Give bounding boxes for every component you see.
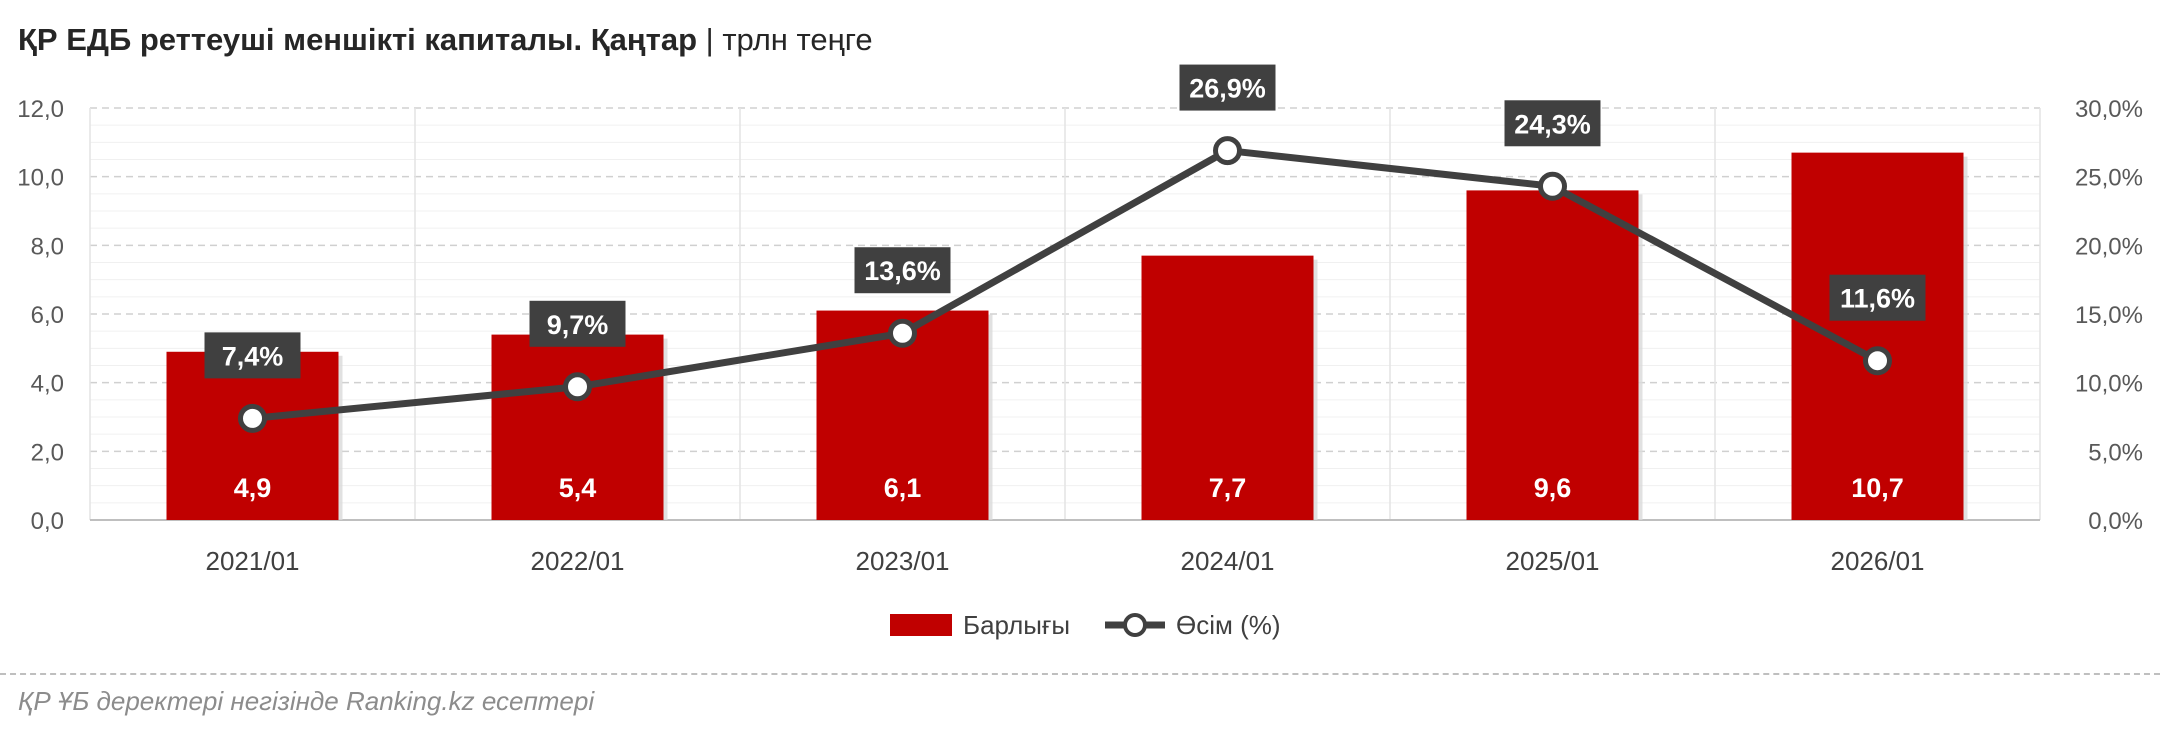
growth-point (1863, 346, 1892, 376)
y-right-tick-label: 25,0% (2075, 165, 2143, 192)
chart-title-row: ҚР ЕДБ реттеуші меншікті капиталы. Қаңта… (18, 22, 873, 58)
bar (166, 351, 339, 520)
growth-label-box (1504, 100, 1601, 147)
bar-value-label: 9,6 (1534, 473, 1572, 503)
growth-value-label: 26,9% (1189, 74, 1266, 104)
growth-point (1538, 171, 1567, 201)
x-tick-label: 2026/01 (1831, 546, 1925, 576)
title-separator: | (705, 22, 714, 57)
y-left-tick-label: 0,0 (31, 508, 64, 535)
source-note: ҚР ҰБ деректері негізінде Ranking.kz есе… (18, 686, 595, 716)
bar (1466, 190, 1639, 520)
y-right-tick-label: 20,0% (2075, 233, 2143, 260)
growth-label-box (1179, 64, 1276, 111)
growth-point (563, 372, 592, 402)
legend-bar-swatch (890, 614, 952, 636)
bar-value-label: 7,7 (1209, 473, 1247, 503)
growth-line (249, 147, 1881, 422)
y-right-tick-label: 10,0% (2075, 371, 2143, 398)
x-tick-label: 2021/01 (206, 546, 300, 576)
legend-line-marker (1123, 613, 1147, 637)
y-right-tick-label: 5,0% (2088, 439, 2143, 466)
y-right-tick-label: 15,0% (2075, 302, 2143, 329)
growth-label-box (529, 300, 626, 347)
growth-point (888, 318, 917, 348)
chart-title: ҚР ЕДБ реттеуші меншікті капиталы. Қаңта… (18, 22, 698, 57)
y-left-tick-label: 6,0 (31, 302, 64, 329)
growth-value-label: 7,4% (222, 341, 284, 371)
bar-value-label: 5,4 (559, 473, 597, 503)
legend-line-label: Өсім (%) (1176, 610, 1281, 640)
growth-label-box (204, 332, 301, 379)
y-left-tick-label: 8,0 (31, 233, 64, 260)
y-right-tick-label: 30,0% (2075, 96, 2143, 123)
growth-label-box (854, 247, 951, 294)
chart-unit: трлн теңге (722, 22, 873, 57)
y-left-tick-label: 4,0 (31, 371, 64, 398)
growth-point (238, 403, 267, 433)
bar (491, 334, 664, 520)
x-tick-label: 2024/01 (1181, 546, 1275, 576)
x-tick-label: 2022/01 (531, 546, 625, 576)
bar-value-label: 10,7 (1851, 473, 1904, 503)
y-right-tick-label: 0,0% (2088, 508, 2143, 535)
growth-label-box (1829, 274, 1926, 321)
y-left-tick-label: 2,0 (31, 439, 64, 466)
bar (1791, 152, 1964, 520)
bar-value-label: 4,9 (234, 473, 272, 503)
growth-value-label: 9,7% (547, 310, 609, 340)
growth-value-label: 24,3% (1514, 109, 1591, 139)
x-tick-label: 2025/01 (1506, 546, 1600, 576)
growth-value-label: 13,6% (864, 256, 941, 286)
bar (1141, 255, 1314, 520)
legend-bar-label: Барлығы (963, 610, 1070, 640)
y-left-tick-label: 10,0 (17, 165, 64, 192)
footer-divider (0, 673, 2160, 675)
growth-value-label: 11,6% (1840, 284, 1915, 314)
y-left-tick-label: 12,0 (17, 96, 64, 123)
x-tick-label: 2023/01 (856, 546, 950, 576)
growth-point (1213, 136, 1242, 166)
bar-value-label: 6,1 (884, 473, 922, 503)
